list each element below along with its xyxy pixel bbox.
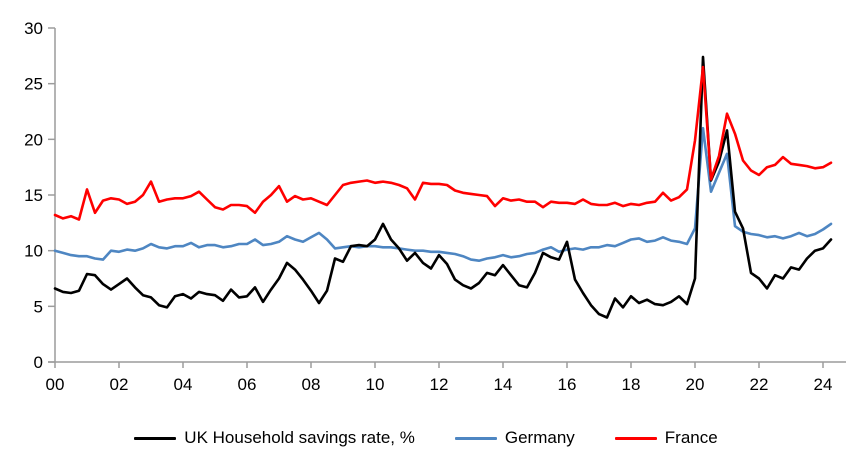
x-tick-label: 08 — [302, 375, 321, 394]
x-axis-labels: 00 02 04 06 08 10 12 14 16 18 20 22 24 — [46, 375, 833, 394]
legend-swatch-uk-line — [134, 436, 177, 440]
x-tick-label: 02 — [110, 375, 129, 394]
y-tick-label: 30 — [24, 19, 43, 38]
y-tick-label: 20 — [24, 130, 43, 149]
y-tick-label: 15 — [24, 186, 43, 205]
x-tick-label: 18 — [622, 375, 641, 394]
legend-label-france: France — [664, 428, 718, 447]
y-tick-label: 10 — [24, 242, 43, 261]
series-line-germany — [53, 126, 833, 263]
axes — [48, 27, 846, 368]
series-line-france — [53, 65, 833, 221]
y-tick-label: 25 — [24, 75, 43, 94]
legend-item-uk: UK Household savings rate, % — [134, 428, 415, 448]
y-tick-label: 5 — [34, 297, 43, 316]
x-tick-label: 14 — [494, 375, 513, 394]
x-tick-label: 12 — [430, 375, 449, 394]
x-tick-label: 06 — [238, 375, 257, 394]
chart-plot-area: 0 5 10 15 20 25 30 00 02 04 06 08 10 12 14 16 18 20 22 24 — [24, 19, 846, 394]
x-tick-label: 22 — [750, 375, 769, 394]
x-tick-label: 20 — [686, 375, 705, 394]
y-tick-label: 0 — [34, 353, 43, 372]
x-tick-label: 24 — [814, 375, 833, 394]
series-line-uk-household-savings-rate — [53, 55, 833, 319]
legend-item-germany: Germany — [454, 428, 575, 448]
y-axis-labels: 0 5 10 15 20 25 30 — [24, 19, 43, 372]
x-tick-label: 04 — [174, 375, 193, 394]
legend-label-uk: UK Household savings rate, % — [184, 428, 415, 447]
legend-swatch-france-line — [614, 436, 657, 440]
x-tick-label: 16 — [558, 375, 577, 394]
legend-swatch-germany-line — [454, 436, 497, 440]
x-tick-label: 10 — [366, 375, 385, 394]
legend-item-france: France — [614, 428, 718, 448]
legend-label-germany: Germany — [504, 428, 575, 447]
chart-legend: UK Household savings rate, % Germany Fra… — [0, 428, 852, 448]
x-tick-label: 00 — [46, 375, 65, 394]
